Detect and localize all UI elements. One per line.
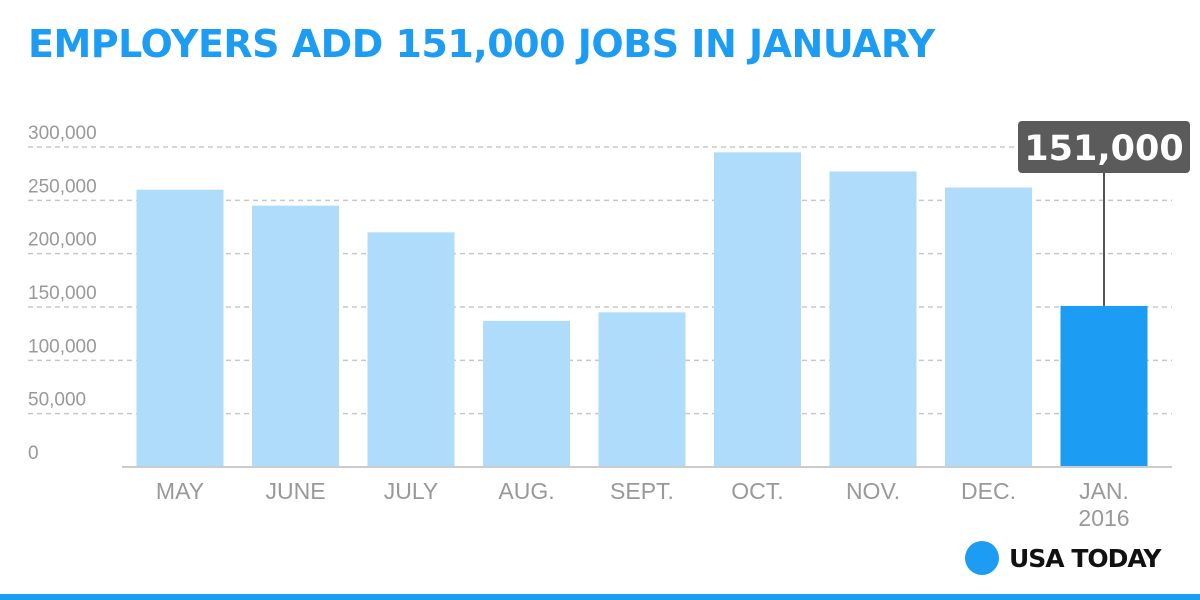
bar (136, 189, 224, 467)
y-tick-label: 300,000 (28, 123, 97, 144)
brand-logo: USA TODAY (965, 540, 1161, 576)
y-tick-label: 150,000 (28, 283, 97, 304)
bar (714, 152, 801, 468)
bar (483, 320, 570, 467)
x-tick-label: NOV. (846, 478, 900, 504)
bar (829, 171, 917, 468)
y-tick-label: 250,000 (28, 176, 97, 197)
x-tick-label: AUG. (498, 478, 554, 504)
y-tick-label: 50,000 (28, 390, 86, 411)
callout-box (1018, 121, 1190, 173)
x-tick-label: SEPT. (610, 478, 674, 504)
x-tick-label: JAN. (1079, 478, 1129, 504)
x-tick-label: 2016 (1078, 505, 1129, 531)
x-tick-label: MAY (156, 478, 204, 504)
bar (367, 232, 455, 467)
callout-value: 151,000 (1024, 129, 1183, 169)
bar (598, 312, 686, 467)
y-tick-label: 0 (28, 443, 39, 464)
x-tick-label: JULY (384, 478, 439, 504)
brand-name: USA TODAY (1009, 543, 1161, 573)
x-tick-label: OCT. (731, 478, 783, 504)
x-tick-label: JUNE (265, 478, 325, 504)
bottom-rule (0, 594, 1200, 600)
x-tick-label: DEC. (961, 478, 1016, 504)
bar (252, 205, 339, 467)
bar-highlight (1060, 305, 1148, 467)
y-tick-label: 100,000 (28, 336, 97, 357)
chart-title: EMPLOYERS ADD 151,000 JOBS IN JANUARY (28, 22, 935, 66)
usa-today-dot-icon (965, 541, 999, 575)
bar (945, 187, 1032, 468)
y-tick-label: 200,000 (28, 230, 97, 251)
